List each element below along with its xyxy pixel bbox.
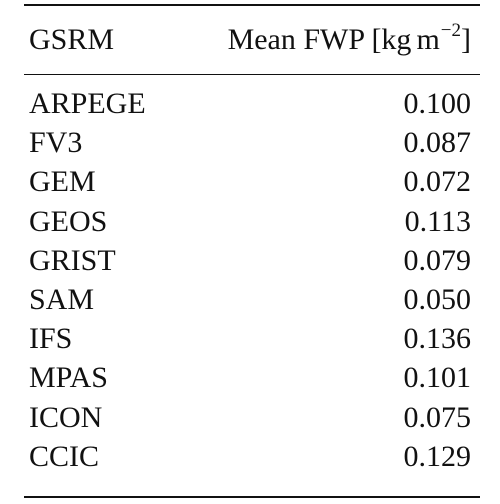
header-mean-fwp-suffix: ] — [461, 23, 471, 56]
gsrm-cell: ICON — [29, 401, 103, 434]
mean-fwp-cell: 0.136 — [403, 322, 472, 355]
header-mean-fwp: Mean FWP [kg m−2] — [227, 20, 471, 62]
header-mean-fwp-prefix: Mean FWP [kg — [227, 23, 412, 56]
gsrm-cell: ARPEGE — [29, 87, 146, 120]
gsrm-cell: CCIC — [29, 440, 100, 473]
gsrm-cell: FV3 — [29, 126, 83, 159]
mean-fwp-cell: 0.072 — [403, 165, 472, 198]
header-mean-fwp-unit: m — [416, 23, 440, 56]
mean-fwp-cell: 0.050 — [403, 283, 472, 316]
gsrm-cell: GEM — [29, 165, 96, 198]
mean-fwp-cell: 0.113 — [404, 205, 471, 238]
header-gsrm: GSRM — [29, 23, 115, 56]
mean-fwp-cell: 0.101 — [403, 361, 472, 394]
gsrm-cell: SAM — [29, 283, 95, 316]
gsrm-cell: GEOS — [29, 205, 108, 238]
mean-fwp-cell: 0.079 — [403, 244, 472, 277]
mean-fwp-cell: 0.100 — [403, 87, 472, 120]
mean-fwp-cell: 0.129 — [403, 440, 472, 473]
mean-fwp-cell: 0.075 — [403, 401, 472, 434]
header-mean-fwp-exponent: −2 — [440, 20, 461, 41]
gsrm-cell: MPAS — [29, 361, 108, 394]
gsrm-cell: IFS — [29, 322, 73, 355]
bottom-rule — [24, 496, 480, 498]
top-rule — [24, 4, 480, 6]
header-rule — [24, 74, 480, 76]
mean-fwp-cell: 0.087 — [403, 126, 472, 159]
gsrm-cell: GRIST — [29, 244, 116, 277]
